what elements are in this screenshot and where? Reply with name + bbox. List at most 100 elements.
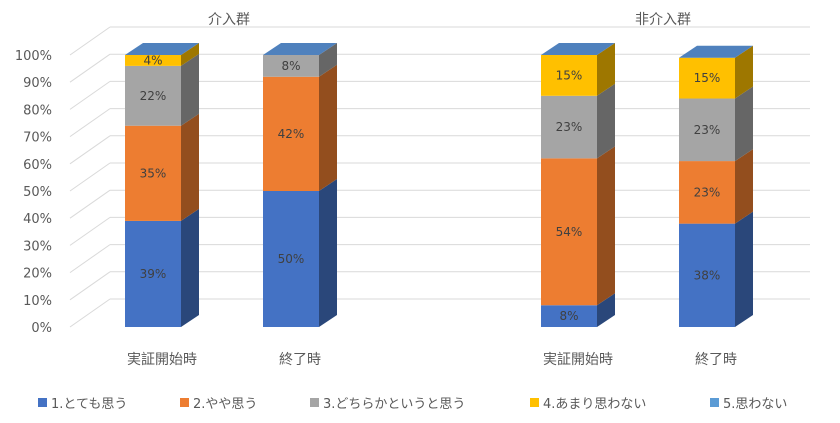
- bar-segment: [679, 161, 735, 224]
- bar-segment-side: [735, 45, 753, 99]
- y-tick-label: 20%: [23, 267, 52, 282]
- legend-swatch: [710, 398, 719, 407]
- gridline-slant: [69, 162, 111, 192]
- category-label: 実証開始時: [543, 352, 613, 368]
- bars: 39% 35% 22% 4% 50% 42% 8% 8% 54% 23% 15% 38% 23% 23% 1…: [125, 43, 753, 327]
- bar-top: [263, 43, 337, 55]
- y-axis: 0% 10% 20% 30% 40% 50% 60% 70% 80% 90% 100%: [15, 49, 52, 336]
- group-titles: 介入群 非介入群: [208, 12, 691, 28]
- data-label: 4%: [143, 53, 162, 67]
- bar-segment: [679, 223, 735, 327]
- bar-top: [679, 45, 753, 58]
- bar-segment: [541, 158, 597, 306]
- bar-segment: [125, 125, 181, 221]
- bar-segment-side: [597, 146, 615, 306]
- bar-segment: [263, 55, 319, 77]
- bar-segment: [125, 55, 181, 66]
- y-tick-label: 40%: [23, 212, 52, 227]
- legend-label: 1.とても思う: [51, 397, 127, 412]
- data-label: 8%: [281, 59, 300, 73]
- data-label: 22%: [140, 89, 167, 103]
- bar-segment-side: [181, 208, 199, 327]
- gridline-slant: [69, 298, 111, 328]
- category-label: 実証開始時: [127, 352, 197, 368]
- legend-item: 5.思わない: [710, 397, 787, 412]
- bar-top: [125, 43, 199, 55]
- bar-top: [541, 43, 615, 55]
- bar-segment: [541, 55, 597, 96]
- bar-segment: [125, 220, 181, 327]
- bar-segment-side: [597, 83, 615, 159]
- y-tick-label: 0%: [31, 321, 52, 336]
- data-label: 23%: [694, 185, 721, 199]
- legend-swatch: [38, 398, 47, 407]
- data-label: 8%: [559, 309, 578, 323]
- y-tick-label: 60%: [23, 158, 52, 173]
- bar-segment-side: [597, 293, 615, 327]
- gridline-slant: [69, 189, 111, 219]
- bar-segment-side: [735, 149, 753, 224]
- legend-label: 2.やや思う: [193, 397, 257, 412]
- data-label: 39%: [140, 267, 167, 281]
- bar-segment-side: [735, 86, 753, 162]
- data-label: 54%: [556, 225, 583, 239]
- legend-swatch: [530, 398, 539, 407]
- data-label: 38%: [694, 268, 721, 282]
- legend-label: 4.あまり思わない: [543, 397, 646, 412]
- bar-segment-side: [181, 113, 199, 221]
- bar-segment: [679, 98, 735, 162]
- legend-item: 3.どちらかというと思う: [310, 397, 465, 412]
- gridline-slant: [69, 135, 111, 165]
- x-axis: 実証開始時 終了時 実証開始時 終了時: [127, 352, 737, 368]
- y-tick-label: 80%: [23, 103, 52, 118]
- legend-item: 1.とても思う: [38, 397, 127, 412]
- legend-item: 2.やや思う: [180, 397, 257, 412]
- category-label: 終了時: [695, 352, 737, 368]
- bar-segment-side: [181, 43, 199, 66]
- legend-item: 4.あまり思わない: [530, 397, 646, 412]
- bar-segment: [541, 305, 597, 327]
- legend-label: 5.思わない: [723, 397, 787, 412]
- y-tick-label: 30%: [23, 239, 52, 254]
- legend-swatch: [180, 398, 189, 407]
- y-tick-label: 100%: [15, 49, 52, 64]
- y-tick-label: 50%: [23, 185, 52, 200]
- bar-stack: 50% 42% 8%: [263, 43, 337, 327]
- legend: 1.とても思う 2.やや思う 3.どちらかというと思う 4.あまり思わない 5.思わない: [38, 397, 787, 412]
- category-label: 終了時: [279, 352, 321, 368]
- data-label: 15%: [556, 68, 583, 82]
- data-label: 35%: [140, 166, 167, 180]
- y-tick-label: 10%: [23, 294, 52, 309]
- y-tick-label: 90%: [23, 76, 52, 91]
- data-label: 23%: [694, 123, 721, 137]
- bar-segment-side: [319, 179, 337, 327]
- bar-segment: [679, 57, 735, 99]
- legend-swatch: [310, 398, 319, 407]
- gridline-slant: [69, 271, 111, 301]
- bar-segment: [263, 191, 319, 327]
- data-label: 42%: [278, 127, 305, 141]
- gridline-slant: [69, 80, 111, 110]
- gridline-slant: [69, 216, 111, 246]
- bar-segment: [263, 76, 319, 191]
- data-label: 50%: [278, 252, 305, 266]
- bar-segment-side: [319, 64, 337, 191]
- group-title: 非介入群: [635, 12, 691, 28]
- data-label: 15%: [694, 71, 721, 85]
- bar-stack: 8% 54% 23% 15%: [541, 43, 615, 327]
- data-label: 23%: [556, 120, 583, 134]
- bar-segment-side: [319, 43, 337, 77]
- y-tick-label: 70%: [23, 131, 52, 146]
- bar-segment-side: [735, 211, 753, 327]
- bar-segment-side: [181, 53, 199, 126]
- bar-stack: 38% 23% 23% 15%: [679, 45, 753, 327]
- bar-segment: [125, 65, 181, 126]
- gridline-slant: [69, 244, 111, 274]
- bar-stack: 39% 35% 22% 4%: [125, 43, 199, 327]
- bar-segment-side: [597, 43, 615, 96]
- legend-label: 3.どちらかというと思う: [323, 397, 465, 412]
- bar-segment: [541, 95, 597, 159]
- gridline-slant: [69, 53, 111, 83]
- gridline-slant: [69, 108, 111, 138]
